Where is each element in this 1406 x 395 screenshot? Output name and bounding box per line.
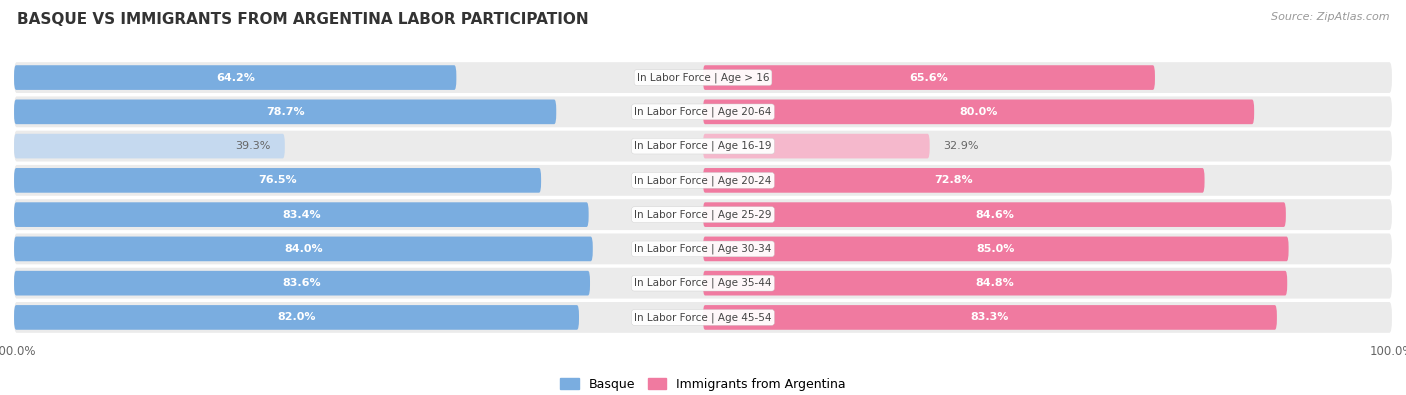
FancyBboxPatch shape [14,199,1392,230]
Text: BASQUE VS IMMIGRANTS FROM ARGENTINA LABOR PARTICIPATION: BASQUE VS IMMIGRANTS FROM ARGENTINA LABO… [17,12,589,27]
Text: In Labor Force | Age 35-44: In Labor Force | Age 35-44 [634,278,772,288]
Text: 78.7%: 78.7% [266,107,305,117]
FancyBboxPatch shape [703,168,1205,193]
Text: 84.0%: 84.0% [284,244,323,254]
Text: 64.2%: 64.2% [215,73,254,83]
FancyBboxPatch shape [14,233,1392,264]
Text: In Labor Force | Age 20-24: In Labor Force | Age 20-24 [634,175,772,186]
FancyBboxPatch shape [14,165,1392,196]
Text: 65.6%: 65.6% [910,73,949,83]
Text: In Labor Force | Age 30-34: In Labor Force | Age 30-34 [634,244,772,254]
FancyBboxPatch shape [14,100,557,124]
Text: In Labor Force | Age 16-19: In Labor Force | Age 16-19 [634,141,772,151]
Text: 83.4%: 83.4% [283,210,321,220]
FancyBboxPatch shape [703,271,1288,295]
FancyBboxPatch shape [14,268,1392,299]
FancyBboxPatch shape [703,237,1289,261]
Text: In Labor Force | Age 45-54: In Labor Force | Age 45-54 [634,312,772,323]
Text: In Labor Force | Age > 16: In Labor Force | Age > 16 [637,72,769,83]
Text: 32.9%: 32.9% [943,141,979,151]
Text: Source: ZipAtlas.com: Source: ZipAtlas.com [1271,12,1389,22]
FancyBboxPatch shape [14,134,285,158]
FancyBboxPatch shape [14,62,1392,93]
Text: 80.0%: 80.0% [959,107,998,117]
FancyBboxPatch shape [703,65,1154,90]
FancyBboxPatch shape [14,65,457,90]
Text: In Labor Force | Age 20-64: In Labor Force | Age 20-64 [634,107,772,117]
FancyBboxPatch shape [14,202,589,227]
Text: In Labor Force | Age 25-29: In Labor Force | Age 25-29 [634,209,772,220]
FancyBboxPatch shape [14,305,579,330]
Legend: Basque, Immigrants from Argentina: Basque, Immigrants from Argentina [555,373,851,395]
FancyBboxPatch shape [14,168,541,193]
FancyBboxPatch shape [14,96,1392,127]
Text: 82.0%: 82.0% [277,312,316,322]
Text: 72.8%: 72.8% [935,175,973,185]
FancyBboxPatch shape [703,202,1286,227]
Text: 76.5%: 76.5% [259,175,297,185]
Text: 85.0%: 85.0% [977,244,1015,254]
FancyBboxPatch shape [703,305,1277,330]
Text: 84.8%: 84.8% [976,278,1015,288]
FancyBboxPatch shape [14,271,591,295]
FancyBboxPatch shape [14,302,1392,333]
Text: 83.6%: 83.6% [283,278,322,288]
Text: 84.6%: 84.6% [974,210,1014,220]
FancyBboxPatch shape [14,237,593,261]
Text: 83.3%: 83.3% [970,312,1010,322]
FancyBboxPatch shape [703,100,1254,124]
FancyBboxPatch shape [703,134,929,158]
FancyBboxPatch shape [14,131,1392,162]
Text: 39.3%: 39.3% [236,141,271,151]
